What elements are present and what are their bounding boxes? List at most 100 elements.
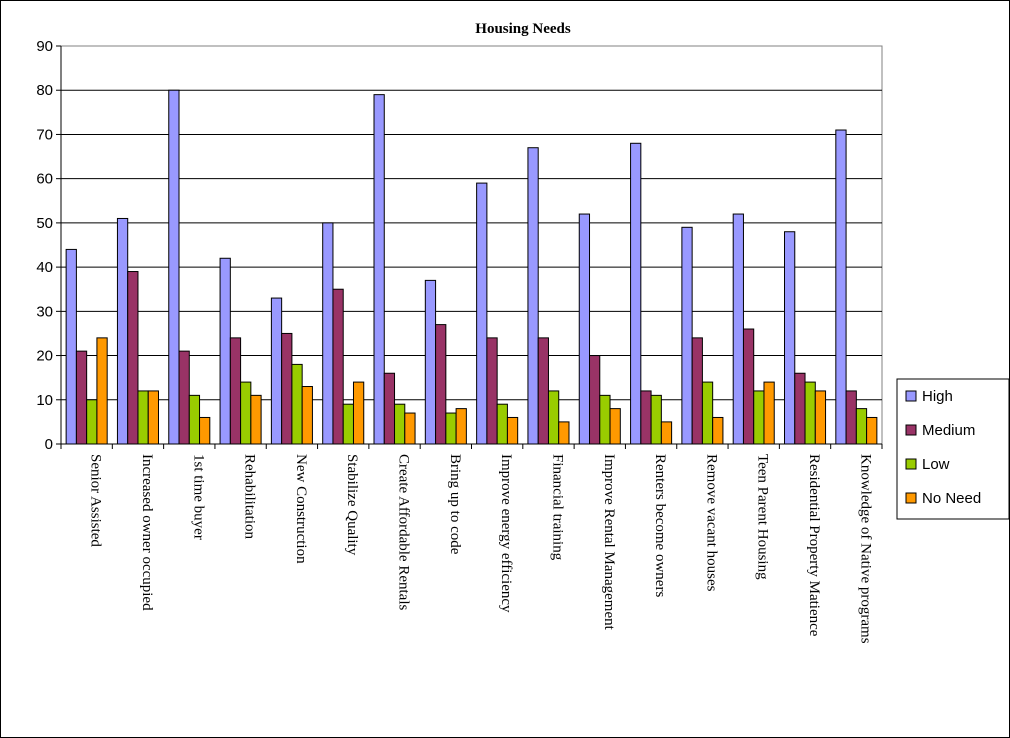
legend-swatch [905, 492, 917, 504]
bar-low [650, 394, 662, 445]
bar-low [137, 390, 149, 445]
bar-low [240, 381, 252, 445]
gridlines [61, 89, 882, 401]
bar-high [630, 142, 642, 445]
legend-swatch [905, 390, 917, 402]
bar-high [784, 231, 796, 445]
bar-high [65, 248, 77, 445]
bar-medium [383, 372, 396, 445]
bar-no-need [814, 390, 827, 445]
bar-low [394, 403, 406, 445]
x-tick-label: Senior Assisted [88, 454, 104, 547]
bar-low [445, 412, 457, 445]
bar-high [168, 89, 180, 445]
y-tick-label: 20 [36, 348, 53, 365]
x-tick-label: Teen Parent Housing [755, 454, 771, 580]
y-tick-label: 90 [36, 38, 53, 55]
x-tick-label: Stabilize Quality [344, 454, 360, 556]
bar-medium [742, 328, 755, 445]
x-tick-label: Remove vacant houses [703, 454, 719, 592]
legend-label: Medium [922, 422, 975, 439]
bar-medium [691, 337, 703, 445]
bar-high [681, 226, 693, 445]
bar-no-need [96, 337, 108, 445]
x-axis: Senior Assisted Increased owner occupied 1… [60, 443, 883, 644]
bar-no-need [147, 390, 159, 445]
bar-high [322, 222, 334, 445]
bar-no-need [506, 416, 519, 445]
x-tick-label: New Construction [293, 454, 309, 564]
legend-label: No Need [922, 490, 981, 507]
x-tick-label: Improve energy efficiency [498, 454, 514, 613]
bar-medium [127, 271, 139, 445]
bar-no-need [712, 416, 724, 445]
legend-swatch [905, 424, 917, 436]
bar-medium [178, 350, 190, 445]
bar-high [270, 297, 283, 445]
bar-high [527, 147, 539, 445]
bar-high [835, 129, 847, 445]
bar-medium [435, 324, 447, 445]
bar-medium [640, 390, 652, 445]
bar-low [342, 403, 354, 445]
bar-high [373, 94, 385, 445]
bar-high [578, 213, 591, 445]
bar-high [219, 257, 231, 445]
bar-no-need [301, 386, 313, 445]
y-tick-label: 70 [36, 126, 53, 143]
bar-medium [537, 337, 549, 445]
bar-no-need [609, 408, 621, 445]
chart-title: Housing Needs [475, 21, 571, 37]
y-tick-label: 60 [36, 171, 53, 188]
bar-low [753, 390, 765, 445]
legend: High Medium Low No Need [896, 378, 1010, 520]
bar-no-need [455, 408, 467, 445]
y-tick-label: 10 [36, 392, 53, 409]
bar-high [476, 182, 488, 445]
y-tick-label: 30 [36, 303, 53, 320]
bar-no-need [352, 381, 365, 445]
x-tick-label: Residential Property Matience [806, 454, 822, 637]
bar-medium [75, 350, 88, 445]
x-tick-label: Knowledge of Native programs [857, 454, 873, 644]
bar-no-need [763, 381, 775, 445]
y-tick-label: 80 [36, 82, 53, 99]
bar-medium [229, 337, 242, 445]
bar-medium [486, 337, 498, 445]
x-tick-label: Financial training [549, 454, 565, 561]
bar-no-need [866, 416, 878, 445]
bar-low [291, 363, 303, 445]
bar-low [804, 381, 816, 445]
bar-medium [845, 390, 857, 445]
bar-low [599, 394, 611, 445]
bar-no-need [404, 412, 416, 445]
bar-low [855, 408, 868, 445]
x-tick-label: Renters become owners [652, 454, 668, 597]
bar-low [496, 403, 508, 445]
bar-medium [794, 372, 806, 445]
bar-medium [332, 288, 344, 445]
bar-high [732, 213, 744, 445]
bar-high [116, 217, 129, 445]
x-tick-label: Rehabilitation [242, 454, 258, 539]
x-tick-label: Create Affordable Rentals [396, 454, 412, 610]
bar-no-need [558, 421, 570, 445]
bar-no-need [660, 421, 673, 445]
bar-medium [281, 332, 293, 445]
x-tick-label: Improve Rental Management [601, 454, 617, 631]
y-axis: 0 10 20 30 40 50 60 70 80 90 [36, 38, 62, 453]
bar-low [547, 390, 560, 445]
bar-no-need [199, 416, 211, 445]
legend-swatch [905, 458, 917, 470]
y-tick-label: 0 [45, 436, 53, 453]
x-tick-label: Increased owner occupied [139, 454, 155, 611]
x-tick-label: Bring up to code [447, 454, 463, 555]
legend-label: Low [922, 456, 950, 473]
bar-low [188, 394, 201, 445]
legend-label: High [922, 388, 953, 405]
bar-high [424, 279, 437, 445]
x-tick-label: 1st time buyer [190, 454, 206, 540]
bar-no-need [250, 394, 262, 445]
